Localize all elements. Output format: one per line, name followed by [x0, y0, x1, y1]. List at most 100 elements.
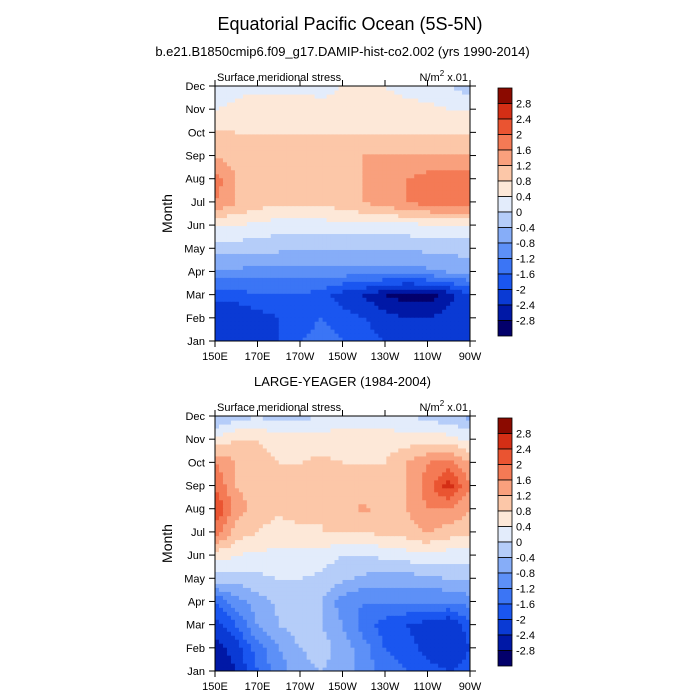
heatmap-cell: [330, 113, 336, 119]
heatmap-cell: [386, 149, 391, 155]
heatmap-cell: [422, 109, 427, 115]
heatmap-cell: [310, 125, 316, 131]
heatmap-cell: [342, 639, 348, 644]
heatmap-cell: [370, 643, 375, 648]
heatmap-cell: [238, 623, 244, 628]
heatmap-cell: [266, 125, 272, 131]
heatmap-cell: [234, 305, 240, 310]
heatmap-cell: [274, 169, 280, 175]
heatmap-cell: [286, 209, 292, 215]
heatmap-cell: [334, 639, 340, 644]
heatmap-cell: [466, 113, 470, 119]
heatmap-cell: [350, 109, 356, 115]
heatmap-cell: [218, 181, 224, 187]
heatmap-cell: [326, 333, 332, 338]
heatmap-cell: [362, 173, 367, 179]
heatmap-cell: [334, 149, 340, 155]
heatmap-cell: [334, 245, 340, 250]
heatmap-cell: [382, 321, 387, 326]
heatmap-cell: [242, 277, 248, 282]
heatmap-cell: [290, 193, 296, 199]
heatmap-cell: [358, 177, 364, 183]
heatmap-cell: [342, 137, 348, 143]
heatmap-cell: [458, 293, 463, 298]
heatmap-cell: [426, 221, 431, 227]
heatmap-cell: [354, 109, 360, 115]
heatmap-cell: [330, 301, 336, 306]
heatmap-cell: [254, 651, 260, 656]
heatmap-cell: [430, 301, 435, 306]
heatmap-cell: [426, 261, 431, 266]
heatmap-cell: [398, 101, 403, 107]
heatmap-cell: [242, 273, 248, 278]
heatmap-cell: [350, 209, 356, 215]
heatmap-cell: [298, 663, 304, 668]
heatmap-cell: [278, 627, 284, 632]
heatmap-cell: [350, 229, 356, 235]
heatmap-cell: [262, 213, 268, 219]
heatmap-cell: [430, 237, 435, 242]
heatmap-cell: [282, 209, 288, 215]
heatmap-cell: [454, 293, 459, 298]
heatmap-cell: [462, 137, 467, 143]
heatmap-cell: [374, 285, 379, 290]
heatmap-cell: [382, 663, 387, 668]
heatmap-cell: [310, 197, 316, 203]
heatmap-cell: [338, 639, 344, 644]
heatmap-cell: [334, 249, 340, 254]
heatmap-cell: [246, 333, 252, 338]
heatmap-cell: [402, 297, 407, 302]
heatmap-cell: [254, 177, 260, 183]
heatmap-cell: [410, 161, 415, 167]
heatmap-cell: [418, 269, 423, 274]
heatmap-cell: [242, 149, 248, 155]
heatmap-cell: [234, 213, 240, 219]
heatmap-cell: [286, 137, 292, 143]
heatmap-cell: [218, 659, 224, 664]
heatmap-cell: [226, 113, 232, 119]
heatmap-cell: [442, 209, 447, 215]
heatmap-cell: [330, 293, 336, 298]
heatmap-cell: [434, 631, 439, 636]
heatmap-cell: [242, 325, 248, 330]
heatmap-cell: [374, 667, 379, 671]
heatmap-cell: [266, 145, 272, 151]
heatmap-cell: [215, 325, 220, 330]
heatmap-cell: [274, 257, 280, 262]
heatmap-cell: [422, 301, 427, 306]
heatmap-cell: [290, 177, 296, 183]
heatmap-cell: [406, 221, 411, 227]
heatmap-cell: [258, 157, 264, 163]
heatmap-cell: [258, 193, 264, 199]
heatmap-cell: [366, 113, 371, 119]
heatmap-cell: [338, 213, 344, 219]
heatmap-cell: [226, 109, 232, 115]
heatmap-cell: [266, 623, 272, 628]
heatmap-cell: [422, 177, 427, 183]
heatmap-cell: [262, 643, 268, 648]
heatmap-cell: [458, 169, 463, 175]
heatmap-cell: [322, 249, 328, 254]
heatmap-cell: [346, 647, 352, 652]
heatmap-cell: [262, 269, 268, 274]
heatmap-cell: [358, 257, 364, 262]
heatmap-cell: [462, 133, 467, 139]
heatmap-cell: [394, 309, 399, 314]
heatmap-cell: [378, 101, 383, 107]
heatmap-cell: [458, 285, 463, 290]
heatmap-cell: [226, 89, 232, 95]
heatmap-cell: [238, 273, 244, 278]
heatmap-cell: [354, 101, 360, 107]
heatmap-cell: [362, 281, 367, 286]
heatmap-cell: [426, 121, 431, 127]
heatmap-cell: [322, 337, 328, 341]
heatmap-cell: [238, 89, 244, 95]
heatmap-cell: [294, 113, 300, 119]
heatmap-cell: [215, 643, 220, 648]
heatmap-cell: [230, 109, 236, 115]
heatmap-cell: [450, 229, 455, 235]
heatmap-cell: [218, 193, 224, 199]
heatmap-cell: [366, 157, 371, 163]
heatmap-cell: [442, 659, 447, 664]
heatmap-cell: [286, 93, 292, 99]
